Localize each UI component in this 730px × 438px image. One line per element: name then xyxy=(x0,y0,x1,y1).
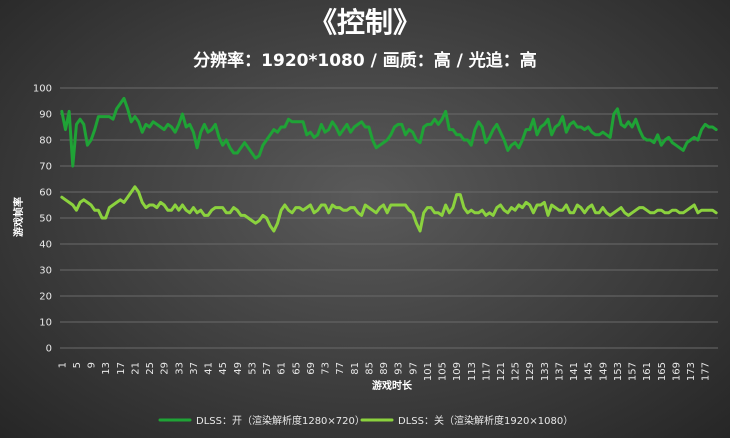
y-tick-label: 70 xyxy=(39,162,52,173)
x-tick-label: 165 xyxy=(657,362,668,381)
x-tick-label: 53 xyxy=(247,362,258,375)
x-tick-label: 65 xyxy=(291,362,302,375)
y-axis-ticks: 0 10 20 30 40 50 60 70 80 90 100 xyxy=(33,84,52,355)
x-tick-label: 13 xyxy=(101,362,112,375)
x-tick-label: 113 xyxy=(467,362,478,381)
x-tick-label: 73 xyxy=(321,362,332,375)
chart-title: 《控制》 xyxy=(309,6,421,39)
x-tick-label: 57 xyxy=(262,362,273,375)
x-tick-label: 149 xyxy=(598,362,609,381)
y-tick-label: 10 xyxy=(39,318,52,329)
x-tick-label: 81 xyxy=(350,362,361,375)
x-tick-label: 9 xyxy=(87,362,98,368)
x-tick-label: 129 xyxy=(525,362,536,381)
y-tick-label: 90 xyxy=(39,110,52,121)
x-tick-label: 85 xyxy=(364,362,375,375)
y-tick-label: 60 xyxy=(39,188,52,199)
x-tick-label: 41 xyxy=(204,362,215,375)
x-tick-label: 121 xyxy=(496,362,507,381)
chart-subtitle: 分辨率：1920*1080 / 画质：高 / 光追：高 xyxy=(193,50,537,71)
x-tick-label: 49 xyxy=(233,362,244,375)
x-tick-label: 89 xyxy=(379,362,390,375)
x-tick-label: 177 xyxy=(701,362,712,381)
y-tick-label: 50 xyxy=(39,214,52,225)
legend-label-1: DLSS：开（渲染解析度1280×720） xyxy=(196,414,365,427)
x-tick-label: 117 xyxy=(481,362,492,381)
legend-label-2: DLSS：关（渲染解析度1920×1080） xyxy=(398,414,573,427)
x-tick-label: 1 xyxy=(57,362,68,368)
y-tick-label: 30 xyxy=(39,266,52,277)
x-tick-label: 61 xyxy=(277,362,288,375)
series-line-1 xyxy=(60,96,718,168)
y-axis-title: 游戏帧率 xyxy=(12,197,25,237)
x-tick-label: 25 xyxy=(145,362,156,375)
x-tick-label: 97 xyxy=(408,362,419,375)
x-tick-label: 173 xyxy=(686,362,697,381)
x-tick-label: 93 xyxy=(394,362,405,375)
x-tick-label: 157 xyxy=(628,362,639,381)
y-tick-label: 40 xyxy=(39,240,52,251)
y-tick-label: 20 xyxy=(39,292,52,303)
x-tick-label: 33 xyxy=(174,362,185,375)
x-tick-label: 37 xyxy=(189,362,200,375)
x-axis-ticks: 1 5 9 13 17 21 25 29 33 37 41 45 49 53 57 61 65 69 73 77 81 8… xyxy=(57,362,711,381)
x-tick-label: 153 xyxy=(613,362,624,381)
x-axis-title: 游戏时长 xyxy=(372,379,413,392)
series-lines xyxy=(60,96,718,233)
x-tick-label: 141 xyxy=(569,362,580,381)
series-line-2 xyxy=(60,185,718,233)
x-tick-label: 77 xyxy=(335,362,346,375)
x-tick-label: 169 xyxy=(671,362,682,381)
x-tick-label: 125 xyxy=(511,362,522,381)
y-tick-label: 80 xyxy=(39,136,52,147)
x-tick-label: 5 xyxy=(72,362,83,368)
x-tick-label: 145 xyxy=(584,362,595,381)
y-tick-label: 100 xyxy=(33,84,52,95)
x-tick-label: 133 xyxy=(540,362,551,381)
y-tick-label: 0 xyxy=(46,344,52,355)
x-tick-label: 105 xyxy=(438,362,449,381)
x-tick-label: 161 xyxy=(642,362,653,381)
x-tick-label: 69 xyxy=(306,362,317,375)
legend: DLSS：开（渲染解析度1280×720） DLSS：关（渲染解析度1920×10… xyxy=(158,414,573,427)
x-tick-label: 109 xyxy=(452,362,463,381)
x-tick-label: 29 xyxy=(160,362,171,375)
x-tick-label: 21 xyxy=(130,362,141,375)
x-tick-label: 137 xyxy=(554,362,565,381)
x-tick-label: 101 xyxy=(423,362,434,381)
x-tick-label: 45 xyxy=(218,362,229,375)
x-tick-label: 17 xyxy=(116,362,127,375)
